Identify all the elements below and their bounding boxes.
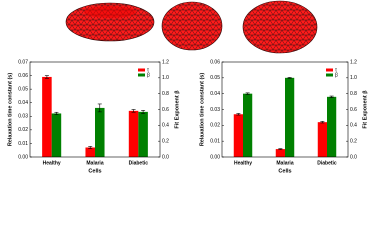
y-tick-label: 0.04 (18, 100, 28, 106)
y-tick-label: 0.03 (18, 114, 28, 120)
y2-tick-label: 0.0 (350, 154, 357, 160)
y-tick-label: 0.00 (210, 154, 220, 160)
y2-axis-label: Fit Exponent β (174, 90, 180, 129)
y-tick-label: 0.02 (210, 123, 220, 129)
y-axis-label: Relaxation time constant (s) (199, 73, 205, 147)
cell-images (65, 0, 318, 54)
bar (128, 110, 139, 157)
x-tick-label: Diabetic (317, 160, 337, 166)
bar (243, 93, 253, 157)
bar (285, 77, 295, 157)
y2-tick-label: 1.0 (350, 75, 357, 81)
y2-tick-label: 0.4 (162, 123, 169, 129)
y2-tick-label: 1.2 (162, 59, 169, 65)
y2-tick-label: 1.0 (162, 75, 169, 81)
bar (95, 107, 105, 157)
plot-frame (221, 61, 349, 158)
bar (233, 114, 243, 157)
legend-label: τ (335, 67, 337, 73)
y2-tick-label: 0.2 (162, 138, 169, 144)
figure: 0.000.010.020.030.040.050.060.070.00.20.… (7, 0, 368, 174)
y-tick-label: 0.05 (18, 86, 28, 92)
malaria-cell (161, 1, 223, 51)
bar (138, 111, 148, 157)
y-tick-label: 0.02 (18, 127, 28, 133)
error-bar (141, 109, 146, 114)
y2-tick-label: 0.6 (350, 107, 357, 113)
y2-tick-label: 0.2 (350, 138, 357, 144)
x-axis-label: Cells (278, 168, 291, 174)
chart: 0.00 0.01 0.02 0.03 0.04 0.05 0.06 0.07 0.0 0.2 0.… (7, 59, 180, 174)
error-bar (44, 75, 49, 79)
cell-dimple (84, 6, 136, 18)
y-tick-label: 0.01 (18, 141, 28, 147)
y-tick-label: 0.01 (210, 138, 220, 144)
legend-swatch (326, 73, 333, 77)
y2-tick-label: 0.0 (162, 154, 169, 160)
legend-label: τ (147, 67, 149, 73)
error-bar (88, 146, 93, 149)
y-tick-label: 0.07 (18, 59, 28, 65)
error-bar (245, 92, 250, 95)
y-tick-label: 0.00 (18, 154, 28, 160)
x-axis-label: Cells (88, 168, 101, 174)
error-bar (54, 111, 59, 115)
bar (275, 149, 285, 157)
error-bar (320, 121, 325, 124)
bar (317, 122, 327, 157)
y-tick-label: 0.03 (210, 107, 220, 113)
error-bar (278, 148, 283, 150)
y2-tick-label: 0.4 (350, 123, 357, 129)
x-tick-label: Malaria (86, 160, 103, 166)
y-tick-label: 0.05 (210, 75, 220, 81)
bar (327, 96, 337, 157)
error-bar (287, 77, 292, 79)
legend-label: β (335, 72, 338, 78)
y2-tick-label: 0.6 (162, 107, 169, 113)
bar (51, 113, 62, 157)
legend-swatch (138, 68, 145, 72)
y2-axis-label: Fit Exponent β (362, 90, 368, 129)
y2-tick-label: 0.8 (350, 91, 357, 97)
y2-tick-label: 0.8 (162, 91, 169, 97)
x-tick-label: Healthy (234, 160, 252, 166)
error-bar (97, 103, 102, 113)
plot-frame (29, 61, 161, 158)
x-tick-label: Healthy (43, 160, 61, 166)
x-tick-label: Malaria (276, 160, 293, 166)
error-bar (329, 95, 334, 98)
legend-swatch (138, 73, 145, 77)
bar (85, 147, 95, 157)
y-tick-label: 0.04 (210, 91, 220, 97)
error-bar (131, 109, 136, 113)
bar (42, 76, 52, 157)
y2-tick-label: 1.2 (350, 59, 357, 65)
y-tick-label: 0.06 (18, 73, 28, 79)
legend-swatch (326, 68, 333, 72)
chart: 0.00 0.01 0.02 0.03 0.04 0.05 0.06 0.0 0.2 0.4 0.6… (199, 59, 368, 174)
y-axis-label: Relaxation time constant (s) (7, 73, 13, 147)
diabetic-cell (242, 0, 318, 54)
x-tick-label: Diabetic (129, 160, 149, 166)
y-tick-label: 0.06 (210, 59, 220, 65)
error-bar (236, 113, 241, 116)
legend-label: β (147, 72, 150, 78)
